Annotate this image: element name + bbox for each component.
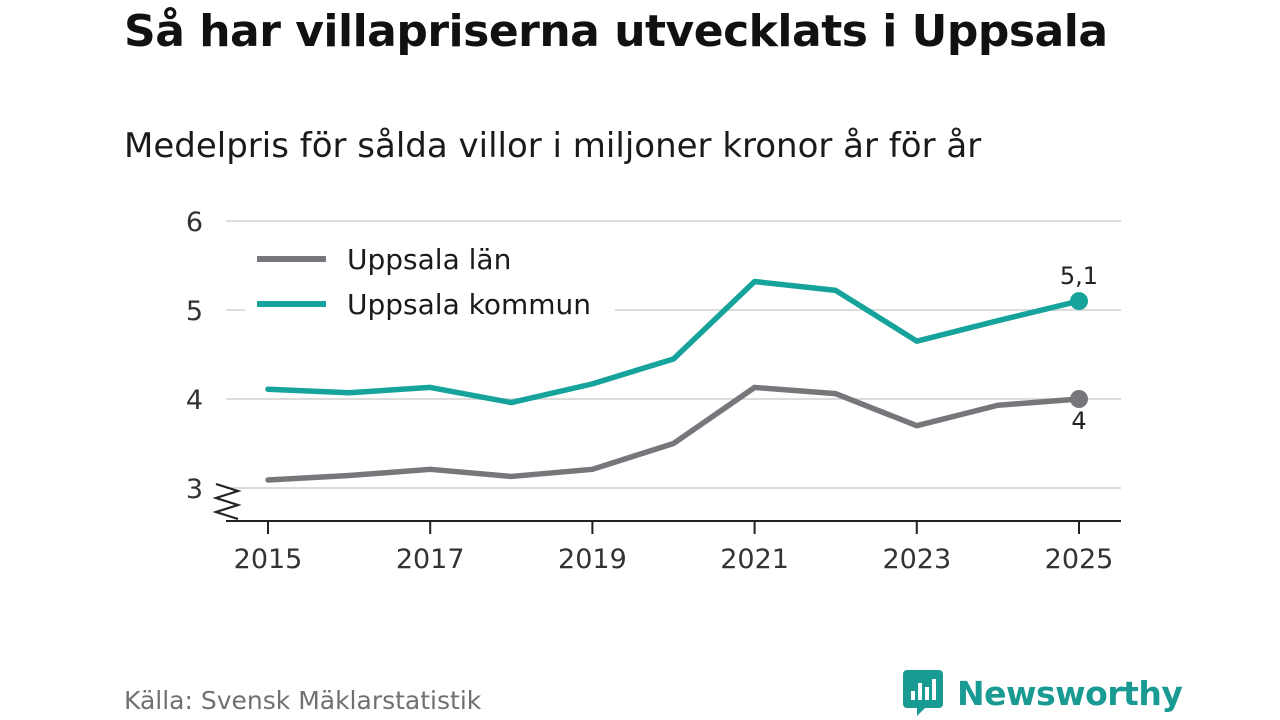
end-point-kommun: [1070, 292, 1088, 311]
x-tick-label-2025: 2025: [1045, 544, 1114, 575]
gridlines: [226, 220, 1121, 489]
end-labels: 45,1: [1060, 262, 1098, 435]
axis-break-icon: [212, 482, 242, 521]
end-point-lan: [1070, 390, 1088, 408]
source-note: Källa: Svensk Mäklarstatistik: [124, 686, 482, 715]
series-line-kommun: [265, 278, 1082, 406]
y-tick-label-4: 4: [186, 385, 203, 416]
brand[interactable]: Newsworthy: [903, 670, 1183, 716]
legend-label-uppsala-kommun: Uppsala kommun: [347, 288, 591, 321]
x-tick-label-2019: 2019: [558, 544, 627, 575]
x-tick-label-2017: 2017: [396, 544, 465, 575]
y-tick-label-5: 5: [186, 296, 203, 327]
x-axis: 2015 2017 2019 2021 2023 2025: [226, 520, 1121, 575]
x-tick-label-2015: 2015: [234, 544, 303, 575]
legend: Uppsala län Uppsala kommun: [245, 232, 615, 328]
y-tick-label-3: 3: [186, 474, 203, 505]
newsworthy-chart-icon: [903, 670, 943, 716]
y-axis: 6 5 4 3: [186, 207, 203, 505]
brand-name: Newsworthy: [957, 673, 1183, 713]
end-label-kommun: 5,1: [1060, 262, 1098, 290]
chart-subtitle: Medelpris för sålda villor i miljoner kr…: [124, 126, 982, 166]
legend-label-uppsala-lan: Uppsala län: [347, 243, 511, 276]
x-tick-label-2021: 2021: [720, 544, 789, 575]
legend-background: [245, 232, 615, 328]
x-tick-label-2023: 2023: [882, 544, 951, 575]
y-tick-label-6: 6: [186, 207, 203, 238]
series-line-lan: [265, 384, 1082, 483]
series-lines: [265, 278, 1088, 483]
chart-title: Så har villapriserna utvecklats i Uppsal…: [124, 6, 1108, 57]
end-label-lan: 4: [1071, 407, 1086, 435]
